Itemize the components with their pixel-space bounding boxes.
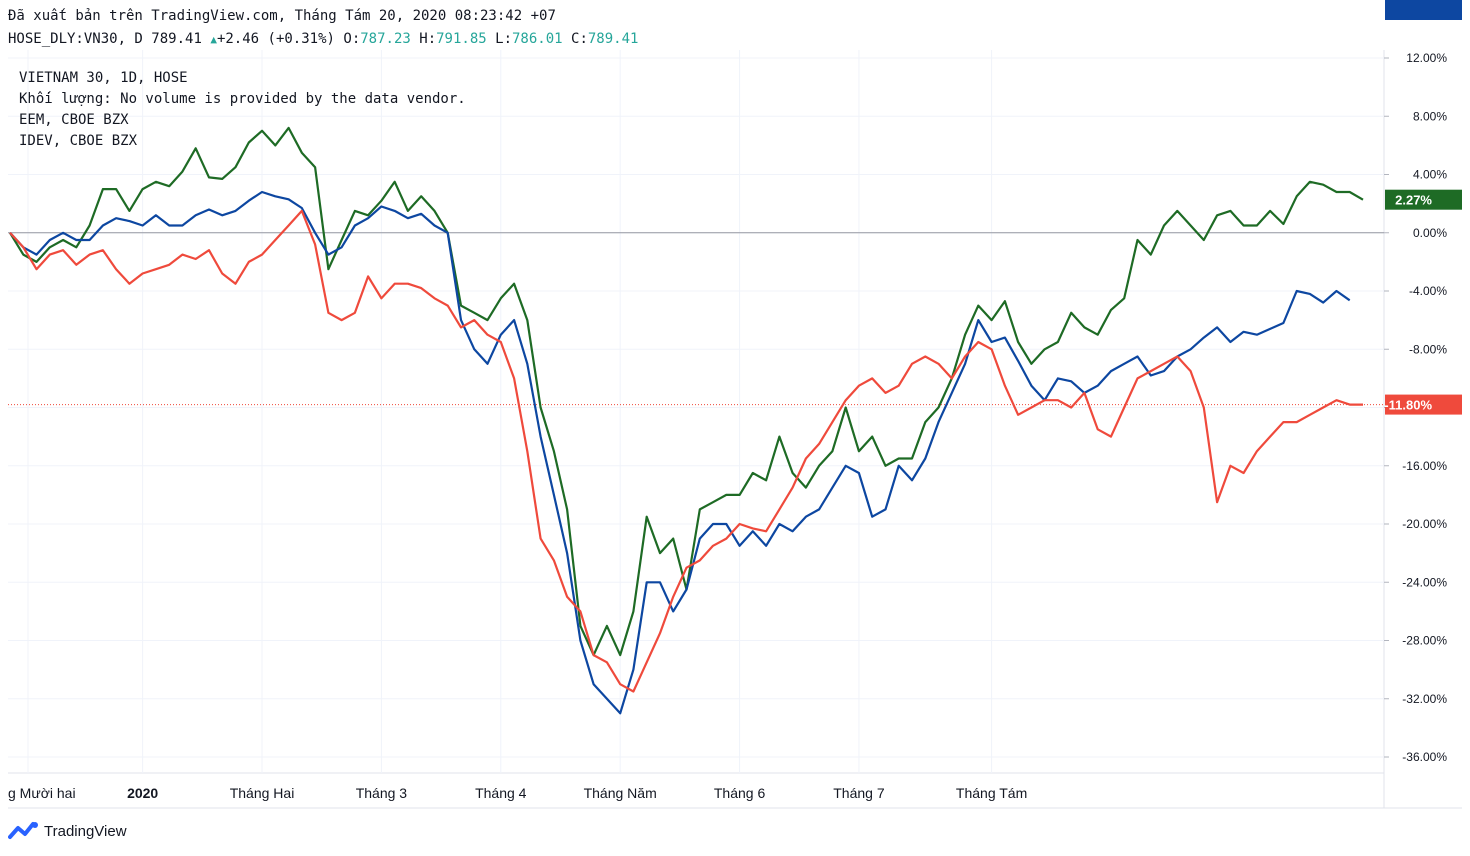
legend-compare-idev[interactable]: IDEV, CBOE BZX [19, 133, 138, 149]
up-triangle-icon: ▲ [210, 33, 217, 46]
series-line-eem[interactable] [9, 190, 1351, 715]
price-label-badge [1385, 0, 1462, 20]
price-change: +2.46 (+0.31%) [216, 31, 335, 47]
series-line-vn30[interactable] [9, 126, 1364, 657]
legend-main-series[interactable]: VIETNAM 30, 1D, HOSE [19, 70, 188, 86]
y-tick-label: -16.00% [1402, 459, 1447, 473]
x-tick-label: Tháng 4 [475, 785, 527, 801]
high-label: H: [419, 31, 437, 47]
price-label-badge [1385, 189, 1462, 210]
high-value: 791.85 [436, 31, 487, 47]
brand-name: TradingView [44, 822, 127, 840]
y-tick-label: 12.00% [1406, 51, 1447, 65]
tradingview-brand[interactable]: TradingView [8, 821, 127, 841]
x-tick-label: Tháng Hai [230, 785, 295, 801]
y-tick-label: 0.00% [1413, 226, 1447, 240]
published-caption: Đã xuất bản trên TradingView.com, Tháng … [8, 8, 556, 24]
open-value: 787.23 [360, 31, 411, 47]
x-tick-label: Tháng Năm [584, 785, 657, 801]
y-tick-label: -36.00% [1402, 750, 1447, 764]
low-label: L: [495, 31, 512, 47]
y-tick-label: -20.00% [1402, 517, 1447, 531]
price-label-badge [1385, 394, 1462, 415]
symbol-name[interactable]: HOSE_DLY:VN30, D [8, 31, 143, 47]
price-label-text: 2.27% [1395, 193, 1432, 208]
y-tick-label: -4.00% [1409, 284, 1447, 298]
x-tick-label: 2020 [127, 785, 158, 801]
tradingview-logo-icon [8, 822, 38, 839]
chart-legend: VIETNAM 30, 1D, HOSE Khối lượng: No volu… [19, 68, 466, 152]
close-value: 789.41 [587, 31, 639, 47]
price-label-text: -11.80% [1384, 398, 1432, 413]
x-tick-label: Tháng 3 [356, 785, 408, 801]
y-tick-label: -8.00% [1409, 342, 1447, 356]
close-label: C: [571, 31, 588, 47]
y-tick-label: -32.00% [1402, 692, 1447, 706]
last-price: 789.41 [151, 31, 202, 47]
y-tick-label: -24.00% [1402, 575, 1447, 589]
legend-volume[interactable]: Khối lượng: No volume is provided by the… [19, 91, 466, 107]
low-value: 786.01 [512, 31, 563, 47]
x-tick-label: Tháng 6 [714, 785, 766, 801]
y-tick-label: 4.00% [1413, 168, 1447, 182]
symbol-quote-line: HOSE_DLY:VN30, D 789.41 ▲+2.46 (+0.31%) … [8, 31, 638, 47]
x-tick-label: g Mười hai [8, 785, 76, 801]
price-label-text: -4.64% [1391, 0, 1433, 3]
legend-compare-eem[interactable]: EEM, CBOE BZX [19, 112, 129, 128]
y-tick-label: 8.00% [1413, 109, 1447, 123]
open-label: O: [343, 31, 361, 47]
x-tick-label: Tháng 7 [833, 785, 885, 801]
y-tick-label: -28.00% [1402, 634, 1447, 648]
x-tick-label: Tháng Tám [956, 785, 1027, 801]
series-line-idev[interactable] [9, 209, 1363, 693]
